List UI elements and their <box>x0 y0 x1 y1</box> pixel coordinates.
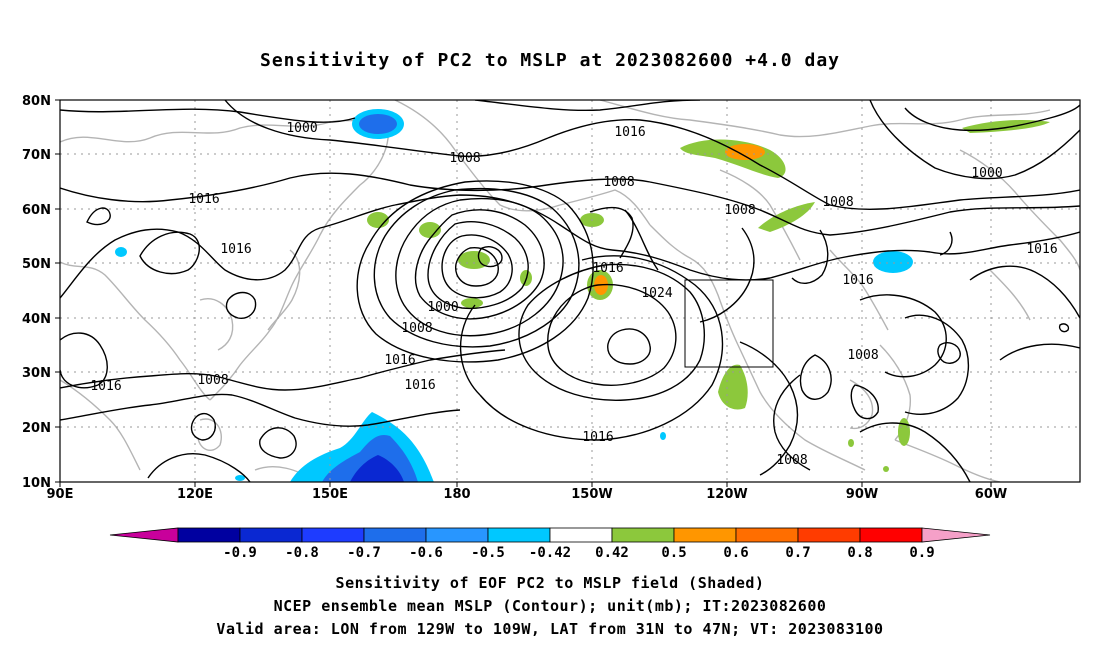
colorbar-tick-label: -0.5 <box>471 545 505 561</box>
colorbar-swatch <box>549 527 613 543</box>
shade-negative-dot <box>235 475 245 481</box>
shade-positive-canada <box>758 202 815 232</box>
contour-label-1016-arctic: 1016 <box>614 125 645 140</box>
colorbar-tick-label: 0.9 <box>909 545 934 561</box>
shade-positive-low <box>461 298 483 308</box>
contour-label-1016-asia: 1016 <box>220 242 251 257</box>
contour-label-1016-central: 1016 <box>404 378 435 393</box>
colorbar-tick-label: -0.7 <box>347 545 381 561</box>
caption-shading: Sensitivity of EOF PC2 to MSLP field (Sh… <box>335 574 765 592</box>
contour-label-1008-north: 1008 <box>449 151 480 166</box>
lon-label-90e: 90E <box>47 487 74 502</box>
colorbar-tick-label: 0.6 <box>723 545 748 561</box>
lon-label-90w: 90W <box>846 487 878 502</box>
contour-label-1000-northeast: 1000 <box>971 166 1002 181</box>
colorbar-max-arrow <box>921 527 991 543</box>
lat-label-20n: 20N <box>22 421 51 436</box>
lon-label-60w: 60W <box>975 487 1007 502</box>
contour-label-1016-siberia: 1016 <box>188 192 219 207</box>
colorbar-swatch <box>177 527 241 543</box>
contour-label-1008-alaska: 1008 <box>724 203 755 218</box>
colorbar-tick-label: 0.8 <box>847 545 872 561</box>
lon-label-150w: 150W <box>571 487 612 502</box>
colorbar-swatch <box>363 527 427 543</box>
colorbar: -0.9 -0.8 -0.7 -0.6 -0.5 -0.42 0.42 0.5 0.6 0.7 0.… <box>109 527 991 561</box>
lon-label-180: 180 <box>443 487 470 502</box>
shade-positive-dot-2 <box>883 466 889 472</box>
shade-negative-east <box>873 251 913 273</box>
contour-label-1016-gulf-alaska: 1016 <box>592 261 623 276</box>
map-grid <box>60 100 1080 482</box>
colorbar-swatch <box>797 527 861 543</box>
shade-positive-aleutian <box>419 222 441 238</box>
colorbar-swatch <box>859 527 923 543</box>
colorbar-tick-label: 0.5 <box>661 545 686 561</box>
axis-ticks <box>55 99 992 487</box>
map-plot-area <box>60 100 1080 482</box>
colorbar-swatch <box>425 527 489 543</box>
colorbar-tick-label: 0.7 <box>785 545 810 561</box>
colorbar-swatch <box>611 527 675 543</box>
shade-negative-pacific-core <box>350 455 404 482</box>
lon-label-120w: 120W <box>706 487 747 502</box>
lat-label-60n: 60N <box>22 203 51 218</box>
lat-label-50n: 50N <box>22 257 51 272</box>
contour-label-1016-india: 1016 <box>90 379 121 394</box>
shade-positive-mexico <box>718 364 748 410</box>
contour-label-1000-north: 1000 <box>286 121 317 136</box>
lat-label-40n: 40N <box>22 312 51 327</box>
colorbar-tick-label: -0.9 <box>223 545 257 561</box>
contour-label-1008-mexico: 1008 <box>776 453 807 468</box>
contour-label-1008-canada: 1008 <box>822 195 853 210</box>
contour-label-1016-hudson: 1016 <box>842 273 873 288</box>
shade-positive-arctic-core <box>725 144 765 160</box>
shade-negative-small <box>660 432 666 440</box>
lat-label-10n: 10N <box>22 476 51 491</box>
map-frame <box>59 99 1081 483</box>
colorbar-swatch <box>301 527 365 543</box>
contour-label-1008-pacific-north: 1008 <box>603 175 634 190</box>
lat-label-80n: 80N <box>22 94 51 109</box>
contour-label-1000-low: 1000 <box>427 300 458 315</box>
colorbar-tick-label: 0.42 <box>595 545 629 561</box>
valid-area-box <box>684 279 774 368</box>
contour-label-1024-high: 1024 <box>641 286 672 301</box>
colorbar-swatch <box>239 527 303 543</box>
lon-label-120e: 120E <box>177 487 213 502</box>
lat-label-70n: 70N <box>22 148 51 163</box>
shade-positive-caribbean <box>898 418 910 446</box>
caption-contour: NCEP ensemble mean MSLP (Contour); unit(… <box>273 597 827 615</box>
lon-label-150e: 150E <box>312 487 348 502</box>
contour-label-1016-east: 1016 <box>1026 242 1057 257</box>
contour-label-1008-low: 1008 <box>401 321 432 336</box>
shade-negative-west <box>115 247 127 257</box>
colorbar-swatch <box>673 527 737 543</box>
colorbar-min-arrow <box>109 527 179 543</box>
shade-negative-arctic-core <box>359 114 397 134</box>
colorbar-tick-label: -0.6 <box>409 545 443 561</box>
colorbar-swatch <box>487 527 551 543</box>
contour-labels: 1000 1008 1016 1008 1000 1016 1008 1008 … <box>90 121 1057 468</box>
mslp-contours <box>60 100 1080 482</box>
contour-label-1008-asia-south: 1008 <box>197 373 228 388</box>
colorbar-tick-label: -0.8 <box>285 545 319 561</box>
page-title: Sensitivity of PC2 to MSLP at 2023082600… <box>259 50 840 71</box>
lat-label-30n: 30N <box>22 366 51 381</box>
colorbar-swatch <box>735 527 799 543</box>
contour-label-1016-low: 1016 <box>384 353 415 368</box>
contour-label-1016-tropical: 1016 <box>582 430 613 445</box>
contour-label-1008-atlantic: 1008 <box>847 348 878 363</box>
sensitivity-shading <box>115 109 1050 482</box>
caption-valid-area: Valid area: LON from 129W to 109W, LAT f… <box>216 620 884 638</box>
colorbar-tick-label: -0.42 <box>529 545 571 561</box>
latitude-labels: 80N 70N 60N 50N 40N 30N 20N 10N <box>22 94 51 491</box>
longitude-labels: 90E 120E 150E 180 150W 120W 90W 60W <box>47 487 1008 502</box>
shade-positive-dot-1 <box>848 439 854 447</box>
